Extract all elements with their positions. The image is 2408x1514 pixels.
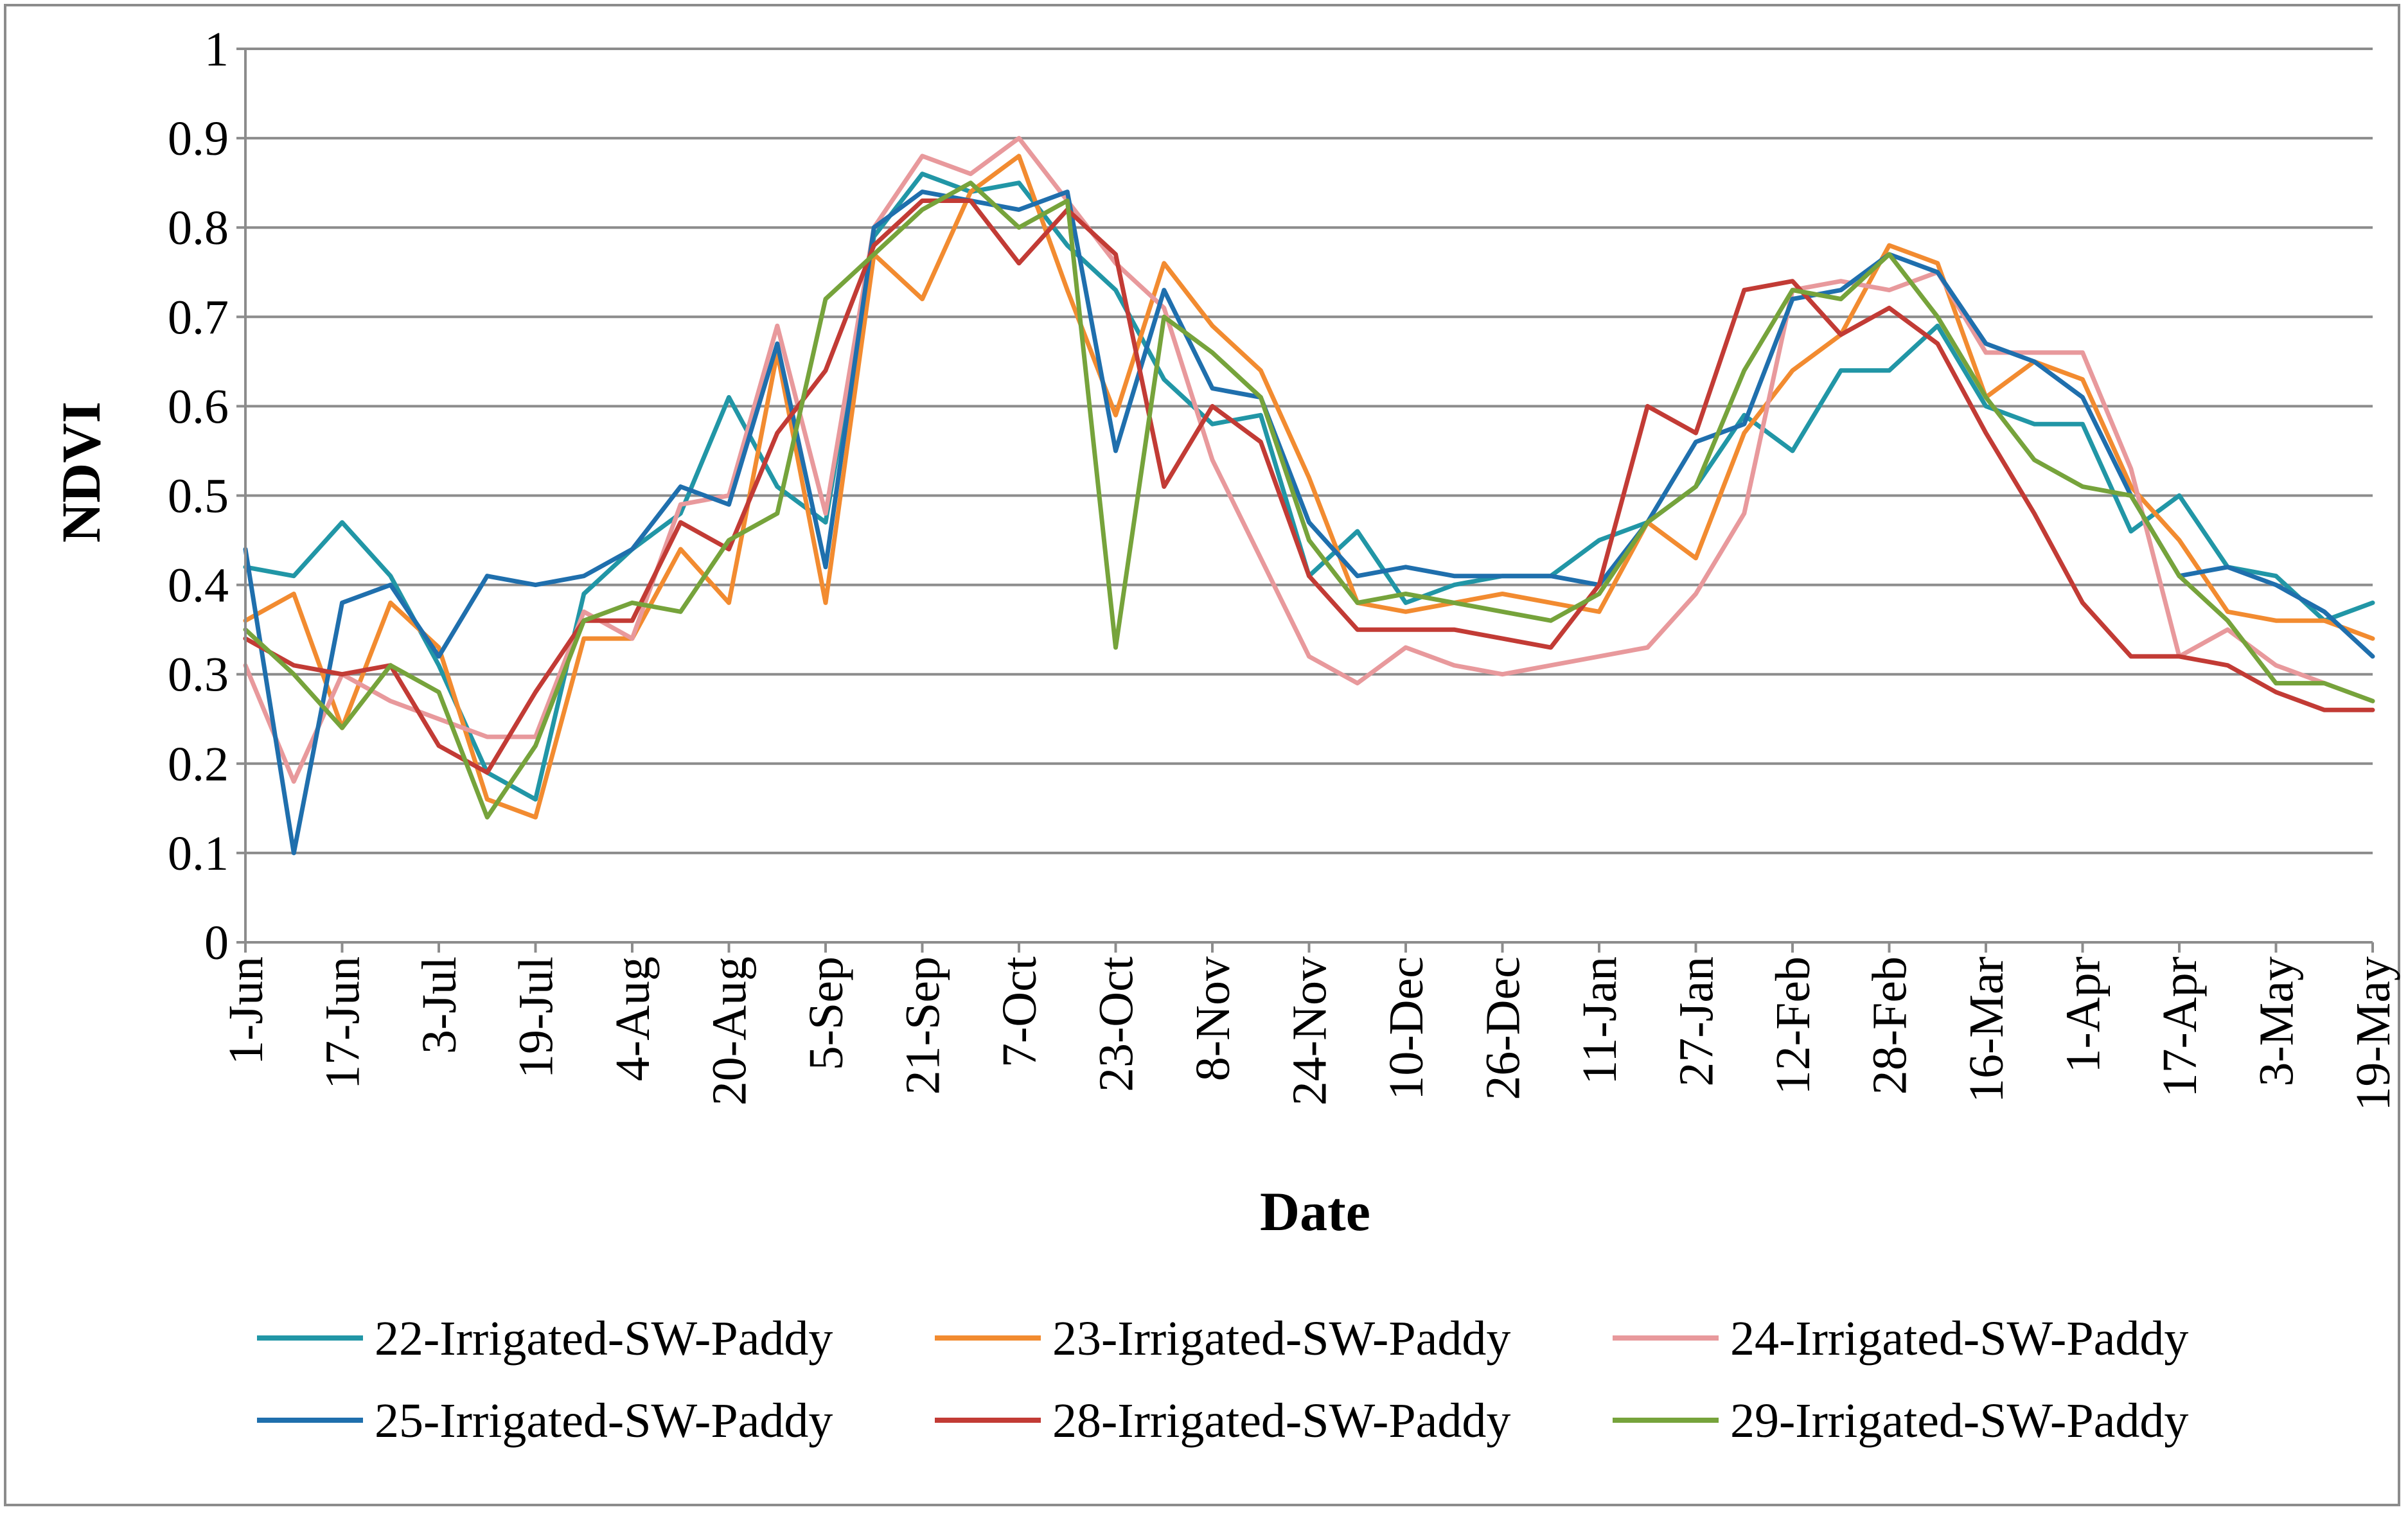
y-tick-label: 0.4 [168, 559, 229, 613]
y-tick-label: 0.5 [168, 470, 229, 524]
x-tick-label: 3-Jul [412, 956, 466, 1054]
x-tick-label: 20-Aug [703, 956, 757, 1105]
y-tick-label: 0.7 [168, 290, 229, 344]
y-tick-label: 0.8 [168, 201, 229, 255]
y-tick-label: 0.1 [168, 827, 229, 881]
x-tick-label: 23-Oct [1090, 956, 1144, 1092]
x-tick-label: 17-Apr [2153, 956, 2207, 1098]
x-tick-label: 4-Aug [606, 956, 660, 1081]
x-tick-label: 12-Feb [1766, 956, 1820, 1095]
y-tick-label: 0.3 [168, 648, 229, 702]
x-tick-label: 7-Oct [993, 956, 1047, 1068]
x-tick-label: 10-Dec [1379, 956, 1433, 1100]
legend: 22-Irrigated-SW-Paddy 23-Irrigated-SW-Pad… [257, 1312, 2188, 1448]
y-tick-label: 0 [204, 916, 229, 970]
series-line [243, 180, 2375, 820]
x-tick-label: 28-Feb [1863, 956, 1917, 1095]
y-axis-title: NDVI [50, 401, 112, 543]
x-tick-label: 1-Apr [2057, 956, 2111, 1073]
x-tick-label: 3-May [2250, 956, 2304, 1087]
legend-label: 28-Irrigated-SW-Paddy [1052, 1394, 1510, 1448]
y-tick-label: 1 [204, 22, 229, 76]
y-tick-label: 0.9 [168, 112, 229, 166]
x-tick-labels: 1-Jun 17-Jun 3-Jul 19-Jul 4-Aug 20-Aug 5-Sep 21… [219, 956, 2400, 1111]
x-tick-label: 1-Jun [219, 956, 273, 1065]
legend-label: 25-Irrigated-SW-Paddy [375, 1394, 833, 1448]
series-line [243, 154, 2375, 820]
x-tick-label: 19-Jul [509, 956, 563, 1078]
x-tick-label: 8-Nov [1186, 956, 1240, 1081]
series-lines [243, 136, 2375, 856]
series-line [243, 189, 2375, 856]
x-tick-label: 17-Jun [316, 956, 370, 1089]
x-tick-label: 27-Jan [1670, 956, 1724, 1087]
axes [236, 48, 2374, 953]
y-tick-label: 0.6 [168, 380, 229, 434]
x-tick-label: 26-Dec [1476, 956, 1530, 1100]
x-tick-label: 21-Sep [896, 956, 950, 1095]
x-axis-title: Date [1260, 1181, 1370, 1242]
y-tick-label: 0.2 [168, 737, 229, 791]
legend-label: 23-Irrigated-SW-Paddy [1052, 1312, 1510, 1366]
legend-label: 24-Irrigated-SW-Paddy [1730, 1312, 2188, 1366]
legend-label: 22-Irrigated-SW-Paddy [375, 1312, 833, 1366]
chart-frame [4, 4, 2400, 1506]
gridlines [245, 48, 2373, 854]
x-tick-label: 24-Nov [1283, 956, 1337, 1105]
y-tick-labels: 0 0.1 0.2 0.3 0.4 0.5 0.6 0.7 0.8 0.9 1 [168, 22, 229, 970]
series-line [243, 198, 2375, 775]
x-tick-label: 5-Sep [799, 956, 853, 1070]
x-tick-label: 11-Jan [1573, 956, 1627, 1085]
x-tick-label: 19-May [2346, 956, 2400, 1111]
legend-label: 29-Irrigated-SW-Paddy [1730, 1394, 2188, 1448]
x-tick-label: 16-Mar [1960, 956, 2014, 1103]
